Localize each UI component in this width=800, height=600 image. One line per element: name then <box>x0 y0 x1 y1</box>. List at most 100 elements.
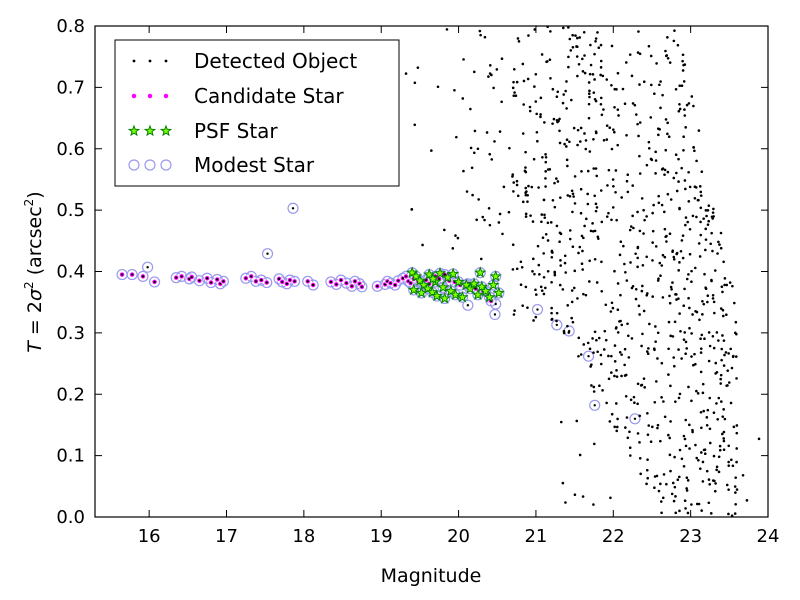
detected-object-point <box>582 30 586 34</box>
detected-object-point <box>562 93 566 96</box>
detected-object-point <box>678 102 681 106</box>
detected-object-point <box>607 168 611 172</box>
detected-object-point <box>621 87 625 91</box>
detected-object-point <box>488 72 492 75</box>
detected-object-point <box>615 425 619 429</box>
detected-object-point <box>686 220 690 224</box>
detected-object-point <box>625 279 629 282</box>
legend-marker-candidate <box>131 93 137 99</box>
detected-object-point <box>478 29 482 33</box>
detected-object-point <box>519 260 523 264</box>
detected-object-point <box>583 132 586 135</box>
x-tick-label-16: 16 <box>138 526 161 547</box>
modest-star-point <box>142 261 154 273</box>
detected-object-point <box>527 34 530 37</box>
detected-object-point <box>558 240 561 244</box>
detected-object-point <box>474 287 477 290</box>
detected-object-point <box>568 237 572 241</box>
detected-object-point <box>472 70 476 74</box>
detected-object-point <box>456 236 460 240</box>
detected-object-point <box>610 301 614 305</box>
detected-object-point <box>562 331 566 335</box>
detected-object-point <box>512 313 516 316</box>
detected-object-point <box>696 392 700 395</box>
detected-object-point <box>599 66 603 69</box>
detected-object-point <box>684 216 688 219</box>
detected-object-point <box>641 263 645 267</box>
detected-object-point <box>651 211 654 215</box>
detected-object-point <box>608 420 612 423</box>
detected-object-point <box>697 458 700 462</box>
detected-object-point <box>637 30 640 33</box>
detected-object-point <box>653 92 656 96</box>
detected-object-point <box>634 297 638 301</box>
detected-object-point <box>630 286 634 290</box>
detected-object-point <box>410 208 414 211</box>
detected-object-point <box>697 129 701 132</box>
detected-object-point <box>545 15 548 18</box>
detected-object-point <box>180 275 183 278</box>
detected-object-point <box>699 194 703 197</box>
detected-object-point <box>557 119 560 123</box>
detected-object-point <box>678 392 682 396</box>
detected-object-point <box>550 280 553 284</box>
detected-object-point <box>593 257 597 261</box>
detected-object-point <box>519 283 523 287</box>
detected-object-point <box>546 239 550 242</box>
detected-object-point <box>521 304 524 307</box>
detected-object-point <box>664 49 667 53</box>
detected-object-point <box>695 159 698 163</box>
detected-object-point <box>603 329 607 333</box>
detected-object-point <box>699 370 703 374</box>
detected-object-point <box>713 489 717 493</box>
detected-object-point <box>605 401 608 405</box>
detected-object-point <box>483 218 486 222</box>
detected-object-point <box>640 289 644 293</box>
detected-object-point <box>524 150 527 154</box>
detected-object-point <box>592 442 596 446</box>
detected-object-point <box>690 280 693 284</box>
detected-object-point <box>636 432 640 435</box>
detected-object-point <box>567 65 570 69</box>
detected-object-point <box>563 13 566 16</box>
detected-object-point <box>612 128 615 131</box>
detected-object-point <box>687 385 690 389</box>
detected-object-point <box>534 315 538 319</box>
detected-object-point <box>634 287 638 291</box>
detected-object-point <box>582 236 585 240</box>
detected-object-point <box>669 420 672 423</box>
detected-object-point <box>667 320 671 324</box>
detected-object-point <box>555 177 558 180</box>
detected-object-point <box>681 69 685 72</box>
detected-object-point <box>567 329 571 333</box>
detected-object-point <box>690 95 694 98</box>
detected-object-point <box>530 185 534 189</box>
psf-star-point <box>447 267 460 280</box>
detected-object-point <box>653 348 656 352</box>
detected-object-point <box>665 240 668 243</box>
detected-object-point <box>610 218 613 222</box>
detected-object-point <box>563 254 567 258</box>
detected-object-point <box>538 273 541 276</box>
detected-object-point <box>573 493 577 497</box>
detected-object-point <box>649 116 653 119</box>
detected-object-point <box>674 153 678 157</box>
detected-object-point <box>604 15 607 18</box>
detected-object-point <box>555 224 559 228</box>
detected-object-point <box>522 79 526 83</box>
detected-object-point <box>707 501 711 505</box>
detected-object-point <box>511 243 515 247</box>
detected-object-point <box>549 77 552 80</box>
detected-object-point <box>571 33 574 37</box>
detected-object-point <box>533 28 537 31</box>
detected-object-point <box>592 503 595 506</box>
detected-object-point <box>722 364 726 367</box>
detected-object-point <box>703 452 707 456</box>
detected-object-point <box>545 60 548 64</box>
detected-object-point <box>625 179 629 183</box>
detected-object-point <box>636 265 639 269</box>
detected-object-point <box>563 261 567 265</box>
detected-object-point <box>701 480 705 483</box>
detected-object-point <box>699 337 702 341</box>
detected-object-point <box>679 249 683 253</box>
